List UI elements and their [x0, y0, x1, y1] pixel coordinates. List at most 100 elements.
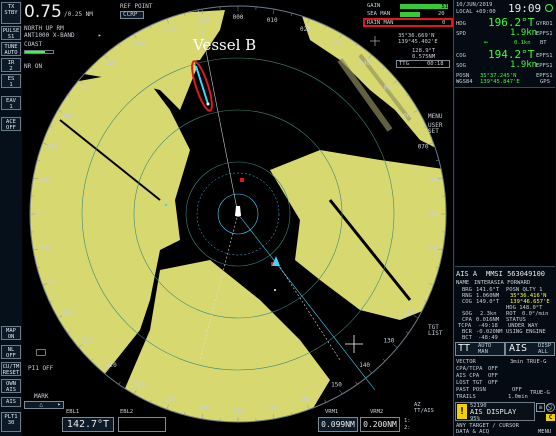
ais-target-triangle[interactable]: [272, 256, 280, 266]
ebl1-value[interactable]: 142.7°T: [62, 417, 114, 432]
data-acq-label[interactable]: DATA & ACQ: [456, 429, 490, 435]
ais-target-vessel-b[interactable]: [188, 59, 215, 112]
camera-icon[interactable]: [36, 349, 46, 356]
ebl2-box[interactable]: [118, 417, 166, 432]
past-posn-value[interactable]: OFF: [512, 387, 522, 393]
tgt-list-button[interactable]: TGT LIST: [428, 324, 443, 337]
bearing-tick: [290, 13, 293, 17]
alert-percent: 95%: [470, 416, 480, 422]
pi-label[interactable]: PI1 OFF: [28, 365, 54, 372]
target-marker[interactable]: [240, 178, 244, 182]
presentation-mode[interactable]: NORTH UP RM: [24, 25, 64, 32]
vrm2-value[interactable]: 0.200NM: [360, 417, 400, 432]
bearing-label: 320: [106, 60, 117, 67]
bearing-label: 210: [134, 382, 145, 389]
bearing-tick: [78, 344, 83, 348]
alert-code: 52190: [470, 403, 487, 409]
bearing-label: 200: [165, 396, 176, 403]
brg-label: BRG: [462, 287, 472, 293]
range-rings: [81, 57, 395, 371]
radar-echoes: [30, 6, 446, 422]
name-label: NAME: [456, 280, 470, 286]
ais-disp-button[interactable]: [505, 342, 555, 356]
sog-source: EPFS1: [536, 63, 553, 69]
tune-button[interactable]: TUNE AUTO: [1, 42, 21, 56]
menu-button[interactable]: MENU: [428, 113, 443, 120]
bearing-tick: [413, 109, 419, 113]
status-value-2: USING ENGINE: [506, 329, 546, 335]
cu-tm-reset-button[interactable]: CU/TM RESET: [1, 362, 21, 376]
bearing-tick: [393, 80, 398, 84]
cpa-value: 0.016NM: [476, 317, 500, 323]
bearing-tick: [273, 9, 275, 15]
posn-lon: 139°45.847'E: [480, 79, 520, 85]
tx-stby-button[interactable]: TX STBY: [1, 2, 21, 24]
az1[interactable]: 1:: [404, 418, 411, 424]
hdg-source: GYRO1: [536, 21, 553, 27]
posn-label: POSN: [456, 73, 470, 79]
bearing-label: 010: [267, 17, 278, 24]
ttg-box: [396, 60, 450, 68]
eav-button[interactable]: EAV 1: [1, 96, 21, 110]
bearing-tick: [49, 300, 53, 303]
vrm1-value[interactable]: 0.099NM: [318, 417, 358, 432]
ais-button[interactable]: AIS: [1, 397, 21, 407]
alert-box[interactable]: [455, 402, 535, 421]
bearing-tick: [104, 54, 108, 59]
gain-bar[interactable]: 51: [400, 4, 448, 10]
az-label: AZ TT/AIS: [414, 402, 434, 414]
vector-value[interactable]: 3min TRUE-G: [510, 359, 547, 365]
spd-value: 1.9kn: [510, 28, 538, 38]
cpa-label: CPA: [462, 317, 472, 323]
bearing-label: 020: [300, 26, 311, 33]
antenna-selector[interactable]: ANT1000 X-BAND: [24, 32, 75, 39]
bct-value: -48:49: [478, 335, 498, 341]
bearing-label: 270: [36, 211, 47, 218]
own-ais-button[interactable]: OWN AIS: [1, 379, 21, 393]
pulse-button[interactable]: PULSE S1: [1, 26, 21, 40]
ir-button[interactable]: IR 2: [1, 58, 21, 72]
bearing-tick: [149, 399, 152, 403]
plt-button[interactable]: PLT1 30: [1, 412, 21, 432]
past-posn-mode[interactable]: TRUE-G: [530, 390, 550, 396]
ais-cpa-value[interactable]: OFF: [488, 373, 498, 379]
bearing-tick: [435, 266, 439, 269]
cpa-tcpa-label: CPA/TCPA: [456, 366, 483, 372]
az2[interactable]: 2:: [404, 425, 411, 431]
ace-button[interactable]: ACE OFF: [1, 117, 21, 131]
list-icon[interactable]: ≡: [536, 403, 545, 412]
cpa-tcpa-value[interactable]: OFF: [488, 366, 498, 372]
bearing-label: 330: [134, 40, 145, 47]
mute-icon[interactable]: ⃠: [546, 403, 555, 412]
sea-bar[interactable]: [400, 12, 420, 17]
trails-value[interactable]: 1.0min: [508, 394, 528, 400]
bearing-tick: [428, 142, 434, 145]
nr-label[interactable]: NR ON: [24, 63, 43, 70]
menu-label[interactable]: MENU: [538, 429, 552, 435]
tt-auto-man: AUTO MAN: [478, 343, 492, 355]
bearing-label: 050: [383, 84, 394, 91]
bearing-tick: [118, 43, 121, 47]
bearing-tick: [382, 358, 386, 362]
vector-label: VECTOR: [456, 359, 476, 365]
ais-lat: 35°36.416'N: [510, 293, 547, 299]
power-icon[interactable]: [545, 4, 553, 12]
mark-button[interactable]: △ ▸: [24, 401, 64, 409]
bearing-label: 100: [427, 245, 438, 252]
lost-tgt-value[interactable]: OFF: [488, 380, 498, 386]
vrm1-label: VRM1: [325, 409, 339, 415]
es-button[interactable]: ES 1: [1, 74, 21, 88]
bearing-tick: [133, 33, 137, 39]
map-button[interactable]: MAP ON: [1, 326, 21, 340]
bearing-tick: [307, 404, 310, 410]
gps-label: GPS: [540, 79, 550, 85]
tt-button[interactable]: [455, 342, 505, 356]
ref-point-button[interactable]: CCRP: [120, 11, 144, 19]
bcr-label: BCR: [462, 329, 472, 335]
user-set-button[interactable]: USER SET: [428, 122, 443, 135]
chevron-right-icon: ▸: [98, 32, 102, 39]
nl-button[interactable]: NL OFF: [1, 345, 21, 359]
hdg2: HDG 148.0°T: [506, 305, 543, 311]
range-value[interactable]: 0.75: [24, 2, 62, 22]
